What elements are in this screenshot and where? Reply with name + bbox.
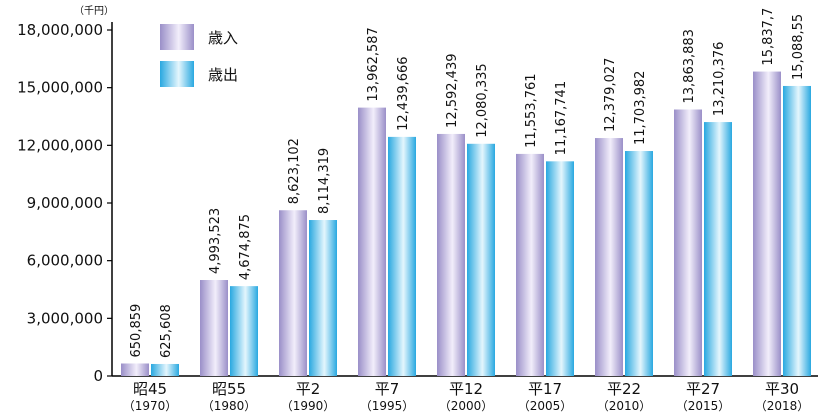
bar-value-label: 11,553,761 bbox=[524, 73, 539, 147]
x-category-label: 平17 bbox=[528, 380, 562, 398]
x-category-label: 平2 bbox=[296, 380, 321, 398]
bar-value-label: 625,608 bbox=[159, 304, 174, 358]
x-year-label: （2018） bbox=[755, 399, 810, 413]
bar-expenditure bbox=[151, 363, 179, 376]
x-category-label: 平12 bbox=[449, 380, 483, 398]
x-category-label: 平30 bbox=[765, 380, 799, 398]
legend-label-expenditure: 歳出 bbox=[208, 66, 238, 84]
bar-revenue bbox=[753, 71, 781, 376]
x-category-label: 昭45 bbox=[133, 380, 167, 398]
x-year-label: （2015） bbox=[676, 399, 731, 413]
x-year-label: （2005） bbox=[518, 399, 573, 413]
legend-label-revenue: 歳入 bbox=[208, 29, 238, 47]
x-year-label: （1970） bbox=[123, 399, 178, 413]
bar-expenditure bbox=[467, 143, 495, 376]
x-axis-labels: 昭45（1970）昭55（1980）平2（1990）平7（1995）平12（20… bbox=[123, 380, 810, 413]
value-labels: 650,859 625,608 4,993,523 4,674,875 8,623,10… bbox=[129, 8, 806, 358]
y-tick-label: 6,000,000 bbox=[27, 252, 103, 270]
bar-value-label: 15,088,55 bbox=[791, 14, 806, 80]
bar-revenue bbox=[595, 138, 623, 376]
bar-value-label: 12,379,027 bbox=[603, 58, 618, 132]
bar-revenue bbox=[121, 363, 149, 376]
bar-value-label: 15,837,7 bbox=[761, 8, 776, 66]
bar-expenditure bbox=[783, 85, 811, 376]
bar-revenue bbox=[279, 210, 307, 376]
x-category-label: 平7 bbox=[375, 380, 400, 398]
y-tick-label: 0 bbox=[93, 367, 103, 385]
bar-value-label: 12,080,335 bbox=[475, 63, 490, 137]
bar-expenditure bbox=[546, 161, 574, 376]
bar-revenue bbox=[200, 280, 228, 376]
bar-expenditure bbox=[625, 151, 653, 376]
y-tick-label: 18,000,000 bbox=[17, 21, 103, 39]
bar-value-label: 13,863,883 bbox=[682, 29, 697, 103]
bar-revenue bbox=[437, 133, 465, 376]
bar-expenditure bbox=[230, 286, 258, 376]
unit-label: （千円） bbox=[74, 5, 114, 17]
x-year-label: （1990） bbox=[281, 399, 336, 413]
x-year-label: （1995） bbox=[360, 399, 415, 413]
bar-expenditure bbox=[704, 122, 732, 376]
bar-expenditure bbox=[309, 220, 337, 376]
bar-value-label: 13,210,376 bbox=[712, 42, 727, 116]
y-tick-label: 15,000,000 bbox=[17, 79, 103, 97]
bar-value-label: 8,623,102 bbox=[287, 138, 302, 204]
legend-swatch-expenditure bbox=[160, 61, 194, 87]
bar-revenue bbox=[674, 109, 702, 376]
x-year-label: （1980） bbox=[202, 399, 257, 413]
y-tick-label: 3,000,000 bbox=[27, 309, 103, 327]
y-tick-label: 9,000,000 bbox=[27, 194, 103, 212]
y-tick-label: 12,000,000 bbox=[17, 136, 103, 154]
x-category-label: 昭55 bbox=[212, 380, 246, 398]
legend: 歳入 歳出 bbox=[160, 24, 238, 87]
bar-value-label: 11,703,982 bbox=[633, 71, 648, 145]
bar-value-label: 4,993,523 bbox=[208, 208, 223, 274]
bar-expenditure bbox=[388, 136, 416, 376]
bar-value-label: 13,962,587 bbox=[366, 27, 381, 101]
bars bbox=[121, 71, 811, 377]
bar-value-label: 12,592,439 bbox=[445, 54, 460, 128]
bar-value-label: 8,114,319 bbox=[317, 148, 332, 214]
x-category-label: 平22 bbox=[607, 380, 641, 398]
x-year-label: （2000） bbox=[439, 399, 494, 413]
legend-swatch-revenue bbox=[160, 24, 194, 50]
x-category-label: 平27 bbox=[686, 380, 720, 398]
y-axis: 0 3,000,000 6,000,000 9,000,000 12,000,000 15… bbox=[17, 21, 818, 385]
bar-revenue bbox=[516, 153, 544, 376]
bar-revenue bbox=[358, 107, 386, 377]
bar-value-label: 4,674,875 bbox=[238, 214, 253, 280]
bar-value-label: 11,167,741 bbox=[554, 81, 569, 155]
bar-value-label: 12,439,666 bbox=[396, 56, 411, 130]
x-year-label: （2010） bbox=[597, 399, 652, 413]
bar-value-label: 650,859 bbox=[129, 304, 144, 358]
